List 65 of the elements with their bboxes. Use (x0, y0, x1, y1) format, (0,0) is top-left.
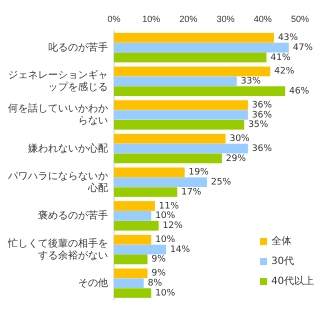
bar (114, 144, 248, 154)
data-label: 12% (162, 221, 184, 232)
bar (114, 177, 207, 188)
data-label: 36% (252, 110, 272, 120)
bar (114, 211, 152, 221)
bar (114, 278, 144, 288)
data-label: 10% (155, 235, 176, 245)
data-label: 42% (274, 66, 295, 77)
data-label: 11% (158, 201, 180, 212)
data-label: 17% (181, 187, 202, 198)
data-label: 10% (155, 211, 176, 222)
data-label: 30% (230, 134, 250, 144)
bar (114, 201, 155, 211)
y-tick-label: ジェネレーションギャップを感じる (8, 69, 108, 94)
data-label: 35% (248, 120, 269, 130)
data-label: 8% (148, 278, 162, 289)
bar (114, 134, 226, 144)
legend-label: 全体 (271, 235, 292, 248)
data-label: 25% (211, 178, 232, 188)
x-tick-label: 40% (254, 14, 272, 24)
y-tick-label: 嫌われないか心配 (28, 142, 108, 154)
bar (114, 168, 185, 178)
data-label: 9% (151, 268, 166, 279)
x-tick-label: 0% (107, 14, 121, 24)
bar (114, 120, 244, 130)
data-label: 14% (170, 244, 191, 255)
data-label: 46% (289, 86, 310, 96)
data-label: 47% (292, 42, 314, 53)
y-tick-label: 褒めるのが苦手 (38, 210, 108, 222)
data-label: 43% (278, 33, 298, 44)
bar (114, 66, 270, 76)
bar (114, 244, 166, 254)
x-tick-label: 10% (142, 14, 160, 24)
bar (114, 187, 178, 197)
y-tick-label: パワハラにならないか心配 (7, 170, 108, 194)
bar (114, 220, 159, 231)
x-tick-label: 20% (179, 14, 198, 24)
bar (114, 86, 286, 96)
bar (114, 288, 152, 298)
legend-label: 40代以上 (271, 274, 314, 288)
data-label: 9% (151, 254, 166, 265)
data-label: 10% (155, 288, 176, 298)
bar (114, 234, 152, 244)
data-label: 19% (188, 168, 210, 178)
y-tick-label: その他 (78, 276, 108, 289)
bar (114, 254, 148, 264)
y-tick-label: 忙しくて後輩の相手をする余裕がない (7, 237, 108, 262)
data-label: 33% (240, 76, 262, 87)
x-tick-label: 30% (216, 14, 235, 24)
x-tick-label: 50% (290, 14, 310, 24)
bar (114, 76, 237, 86)
bar (114, 100, 248, 110)
bar (114, 268, 148, 278)
data-label: 36% (252, 144, 272, 154)
bar (114, 32, 274, 43)
bar (114, 154, 222, 164)
legend-label: 30代 (271, 255, 294, 268)
data-label: 41% (270, 52, 291, 63)
bar (114, 42, 289, 52)
y-tick-label: 何を話していいかわからない (8, 102, 108, 127)
bar (114, 52, 267, 62)
data-label: 36% (252, 100, 272, 110)
data-label: 29% (226, 154, 246, 164)
y-tick-label: 叱るのが苦手 (48, 41, 108, 54)
bar (114, 110, 248, 120)
